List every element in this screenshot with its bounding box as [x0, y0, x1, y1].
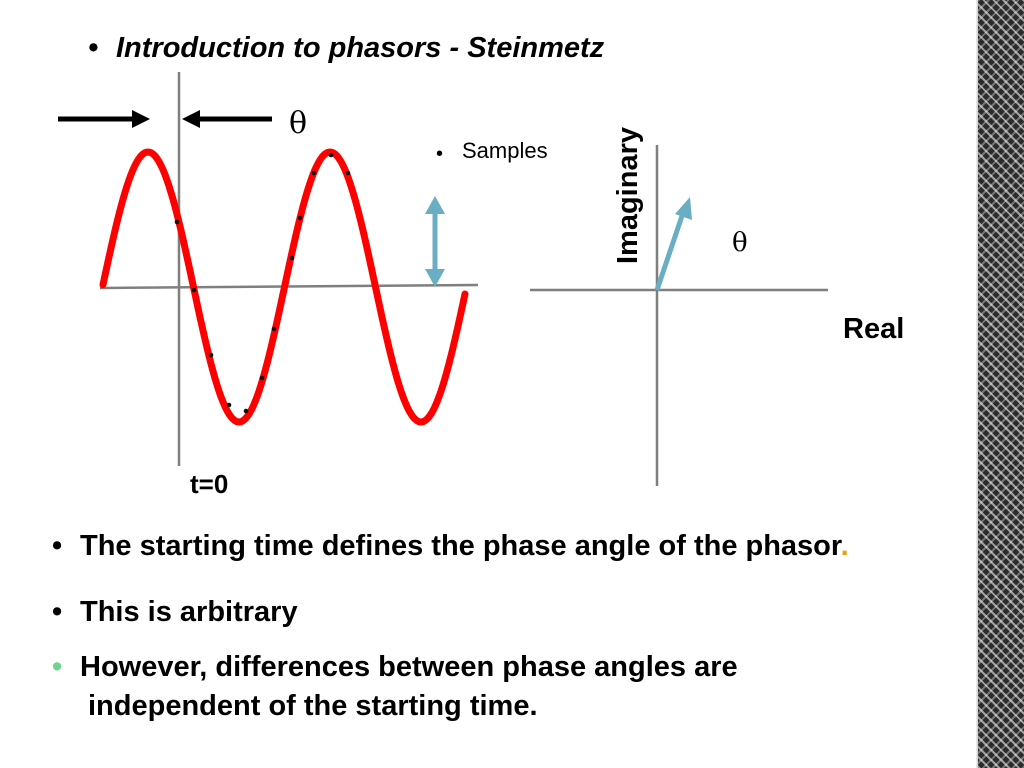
phase-arrow-left-head — [132, 110, 150, 128]
bullet-marker: • — [52, 596, 63, 628]
phasor-arrow-shaft — [654, 212, 686, 291]
sample-point — [226, 402, 232, 408]
sample-point — [271, 326, 277, 332]
sample-point — [208, 352, 214, 358]
sample-point — [289, 255, 295, 261]
amplitude-arrow-bottom-head — [425, 269, 445, 287]
bullet-text: The starting time defines the phase angl… — [80, 530, 841, 562]
amplitude-arrow-top-head — [425, 196, 445, 214]
phasor-arrow-head — [675, 197, 692, 220]
bullet-period: . — [840, 530, 849, 562]
slide-decorative-border — [978, 0, 1024, 768]
sample-point — [243, 408, 249, 414]
t0-label: t=0 — [190, 469, 228, 499]
sine-wave — [99, 148, 469, 426]
bullet-text: However, differences between phase angle… — [80, 651, 738, 683]
bullet-marker: • — [52, 651, 63, 683]
bullet-item: • The starting time defines the phase ang… — [52, 530, 849, 563]
imaginary-axis-label: Imaginary — [612, 127, 644, 264]
sample-point — [259, 375, 265, 381]
sample-point — [191, 287, 197, 293]
real-axis-label: Real — [843, 313, 904, 345]
bullet-continuation: independent of the starting time. — [88, 690, 538, 722]
bullet-marker: • — [88, 32, 99, 64]
phase-arrow-right-head — [182, 110, 200, 128]
phasor-diagram: θ • Samples t=0 Imaginary θ Real — [58, 72, 904, 499]
bullet-item: • However, differences between phase angl… — [52, 651, 738, 684]
slide-title: • Introduction to phasors - Steinmetz — [88, 32, 604, 65]
sample-point — [311, 170, 317, 176]
sample-point — [297, 215, 303, 221]
bullet-item: • This is arbitrary — [52, 596, 298, 629]
sample-point — [328, 152, 334, 158]
title-text: Introduction to phasors - Steinmetz — [116, 32, 605, 64]
bullet-text: This is arbitrary — [80, 596, 298, 628]
samples-marker: • — [436, 143, 443, 165]
sine-horizontal-axis — [99, 283, 479, 290]
sample-point — [345, 170, 351, 176]
samples-label: Samples — [462, 138, 548, 163]
sample-point — [174, 219, 180, 225]
bullet-marker: • — [52, 530, 63, 562]
theta-label-left: θ — [289, 106, 307, 141]
sample-points — [174, 152, 351, 414]
theta-label-right: θ — [732, 228, 748, 258]
